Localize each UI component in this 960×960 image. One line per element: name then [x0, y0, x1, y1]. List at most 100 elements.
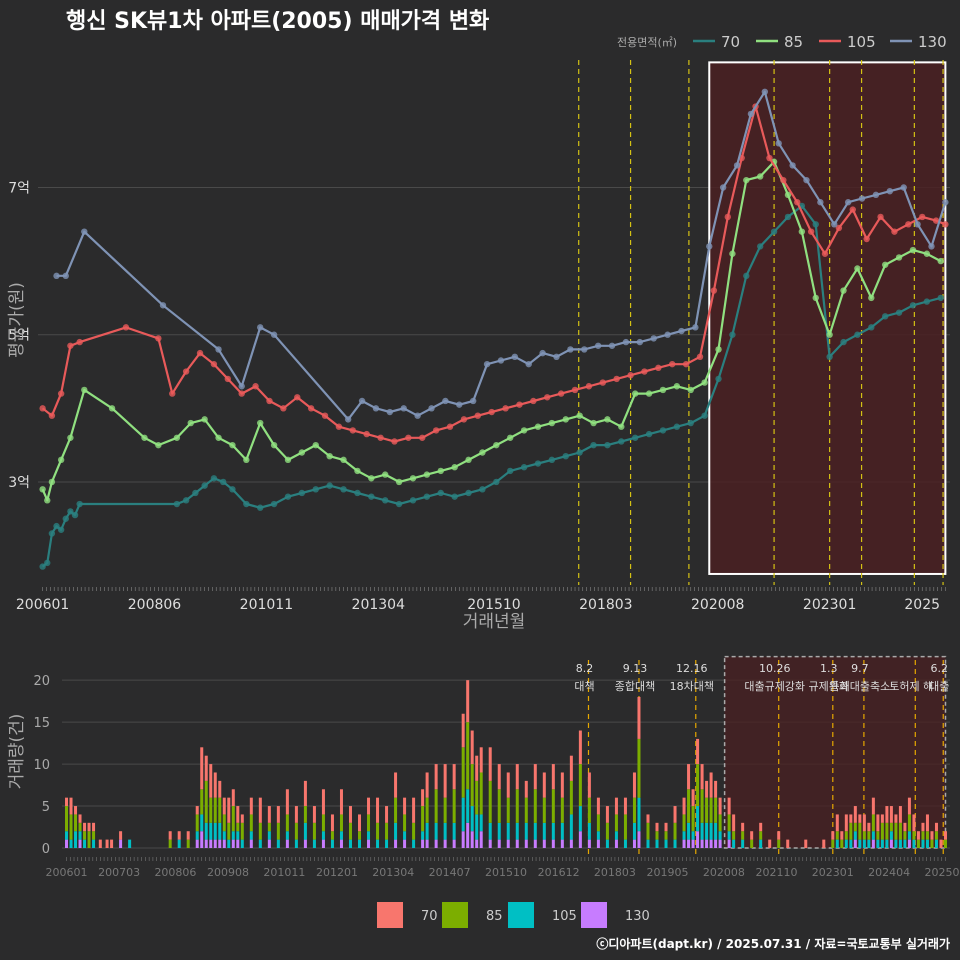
bar-segment-85 — [569, 780, 573, 815]
bar-segment-130 — [204, 839, 208, 848]
bar-stack — [119, 831, 123, 848]
bar-segment-70 — [934, 822, 938, 832]
x-tick-label: 201510 — [485, 866, 527, 879]
series-line — [56, 90, 947, 421]
bar-segment-70 — [209, 764, 213, 798]
data-point — [942, 199, 949, 206]
bar-segment-85 — [479, 772, 483, 815]
data-point — [294, 394, 301, 401]
bar-segment-70 — [533, 764, 537, 790]
bar-segment-105 — [637, 797, 641, 832]
data-point — [525, 360, 532, 368]
data-point — [243, 456, 250, 464]
bar-stack — [943, 831, 947, 848]
bar-segment-70 — [312, 806, 316, 823]
bar-segment-130 — [889, 839, 893, 848]
data-point — [520, 464, 528, 471]
data-point — [71, 511, 79, 519]
bar-segment-130 — [339, 839, 343, 848]
bar-stack — [871, 797, 875, 848]
bar-segment-70 — [939, 839, 943, 848]
bar-segment-85 — [925, 831, 929, 840]
bar-segment-130 — [687, 839, 691, 848]
data-point — [479, 449, 486, 456]
bar-stack — [186, 831, 190, 848]
bar-segment-85 — [452, 789, 456, 823]
bar-segment-85 — [240, 822, 244, 840]
bar-stack — [209, 764, 213, 848]
bar-segment-70 — [614, 797, 618, 815]
x-tick-label: 202404 — [868, 866, 910, 879]
bar-segment-130 — [871, 839, 875, 848]
bar-segment-105 — [236, 831, 240, 840]
series-legend: 전용면적(㎡) 70 85 105 130 — [617, 33, 947, 51]
bar-stack — [623, 797, 627, 848]
bar-segment-70 — [587, 772, 591, 798]
data-point — [48, 412, 56, 419]
data-point — [155, 335, 162, 342]
bar-stack — [889, 806, 893, 848]
bar-stack — [240, 814, 244, 848]
bar-segment-105 — [421, 831, 425, 840]
bar-segment-105 — [759, 839, 763, 848]
bar-segment-70 — [515, 764, 519, 790]
policy-note-date: 8.2 — [576, 662, 594, 675]
data-point — [229, 486, 236, 493]
data-point — [141, 434, 148, 441]
data-point — [701, 412, 708, 419]
data-point — [39, 405, 46, 412]
bar-segment-105 — [912, 839, 916, 848]
data-point — [81, 228, 88, 235]
bar-stack — [105, 839, 109, 848]
data-point — [817, 199, 824, 206]
x-tick-label: 202301 — [803, 597, 856, 613]
data-point — [919, 213, 926, 221]
bar-segment-105 — [227, 839, 231, 848]
bar-segment-85 — [87, 831, 91, 848]
data-point — [729, 250, 736, 257]
data-point — [608, 342, 616, 349]
data-point — [937, 294, 944, 302]
bar-stack — [664, 822, 668, 848]
data-point — [270, 331, 278, 338]
bar-segment-85 — [605, 822, 609, 840]
data-point — [423, 493, 431, 500]
data-point — [618, 423, 625, 430]
data-point — [48, 478, 56, 486]
data-point — [604, 416, 611, 423]
bar-segment-85 — [930, 839, 934, 848]
data-point — [729, 331, 736, 338]
bar-segment-130 — [421, 839, 425, 848]
bar-stack — [92, 822, 96, 848]
bar-segment-85 — [691, 806, 695, 832]
data-point — [270, 500, 278, 508]
bar-segment-130 — [470, 831, 474, 848]
bar-stack — [709, 772, 713, 848]
bar-segment-105 — [267, 831, 271, 840]
bar-segment-85 — [682, 814, 686, 832]
data-point — [645, 430, 653, 438]
data-point — [368, 475, 375, 482]
bar-segment-70 — [623, 797, 627, 815]
bar-segment-85 — [78, 822, 82, 832]
y-tick-label: 7억 — [8, 181, 30, 197]
data-point — [669, 360, 676, 368]
bar-segment-85 — [425, 797, 429, 823]
data-point — [349, 427, 357, 434]
data-point — [340, 456, 347, 464]
bar-stack — [632, 772, 636, 848]
bar-segment-70 — [930, 831, 934, 840]
x-tick-label: 201304 — [372, 866, 414, 879]
bar-stack — [560, 772, 564, 848]
data-point — [400, 405, 407, 412]
policy-note-text: 대출규제강화 — [744, 680, 805, 693]
bar-segment-105 — [569, 814, 573, 840]
data-point — [284, 493, 292, 500]
bar-segment-130 — [727, 839, 731, 848]
bar-segment-85 — [853, 822, 857, 832]
bar-segment-85 — [849, 822, 853, 840]
bar-segment-130 — [700, 839, 704, 848]
data-point — [715, 346, 722, 353]
bar-segment-70 — [376, 797, 380, 823]
